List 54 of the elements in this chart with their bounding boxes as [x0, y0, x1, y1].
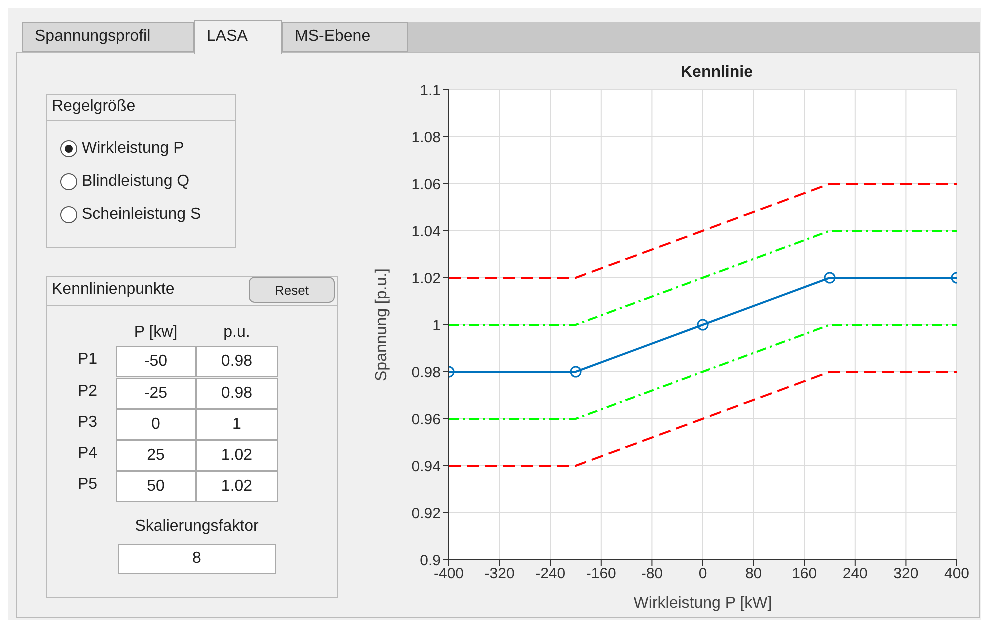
text: Wirkleistung P — [81, 140, 184, 158]
y-tick-label: 1.02 — [412, 270, 441, 288]
x-tick-label: 0 — [698, 566, 708, 583]
x-tick-label: 320 — [894, 566, 919, 583]
text: 8 — [118, 544, 276, 574]
x-tick-label: -240 — [536, 566, 566, 583]
text: P [kw] — [133, 324, 179, 342]
y-tick-label: 1.08 — [412, 129, 441, 146]
text: P1 — [78, 351, 98, 369]
y-tick-label: 0.94 — [412, 458, 441, 476]
text: 50 — [116, 471, 196, 502]
text: 0.98 — [196, 378, 278, 409]
text: Regelgröße — [52, 98, 136, 116]
y-axis-title: Spannung [p.u.] — [374, 268, 391, 382]
text: Skalierungsfaktor — [134, 518, 260, 536]
text: 0.98 — [196, 346, 278, 377]
text: Blindleistung Q — [81, 173, 190, 191]
text: Reset — [249, 277, 335, 303]
x-tick-label: -160 — [586, 566, 616, 583]
x-tick-label: 160 — [792, 566, 818, 583]
chart-title: Kennlinie — [680, 64, 754, 82]
point — [697, 319, 709, 331]
y-tick-label: 1 — [432, 317, 441, 334]
y-tick-label: 1.1 — [420, 82, 441, 100]
y-tick-label: 1.06 — [412, 176, 441, 194]
y-tick-label: 0.98 — [412, 364, 441, 382]
y-tick-label: 1.04 — [412, 223, 441, 240]
point — [570, 366, 582, 378]
x-tick-label: 400 — [944, 566, 970, 583]
x-axis-title: Wirkleistung P [kW] — [634, 595, 772, 612]
text: Scheinleistung S — [81, 206, 202, 224]
text: -25 — [116, 378, 196, 409]
text: P3 — [78, 414, 98, 432]
text: 0 — [116, 409, 196, 440]
text: Kennlinienpunkte — [52, 281, 175, 299]
y-tick-label: 0.92 — [412, 505, 441, 522]
x-tick-label: -320 — [484, 566, 515, 583]
point — [824, 272, 836, 284]
text: P2 — [78, 383, 98, 401]
x-tick-label: -80 — [641, 566, 664, 583]
text: P5 — [78, 476, 98, 494]
x-tick-label: 80 — [745, 566, 762, 583]
text: p.u. — [222, 324, 252, 342]
text: 1.02 — [196, 440, 278, 471]
text: Spannungsprofil — [22, 22, 194, 52]
text: LASA — [194, 20, 282, 54]
x-tick-label: 240 — [842, 566, 868, 583]
text: 1 — [196, 409, 278, 440]
text: 1.02 — [196, 471, 278, 502]
text: -50 — [116, 346, 196, 377]
text: MS-Ebene — [282, 22, 408, 52]
y-tick-label: 0.96 — [412, 411, 441, 428]
text: 25 — [116, 440, 196, 471]
text: P4 — [78, 445, 98, 463]
